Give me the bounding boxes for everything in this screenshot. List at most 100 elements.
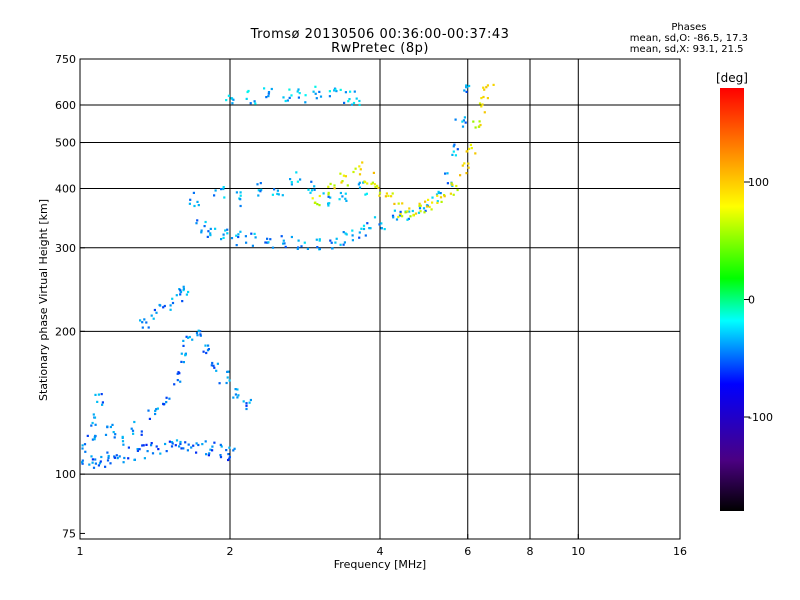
data-point <box>150 444 153 447</box>
data-point <box>156 407 159 410</box>
data-point <box>290 183 293 186</box>
data-point <box>411 209 414 213</box>
data-point <box>364 234 367 237</box>
data-point <box>339 243 342 246</box>
data-point <box>97 464 100 467</box>
data-point <box>232 98 235 101</box>
data-point <box>131 429 135 432</box>
data-point <box>178 445 181 448</box>
data-point <box>159 452 162 455</box>
data-point <box>226 370 229 373</box>
phase-stats: Phases mean, sd,O: -86.5, 17.3 mean, sd,… <box>630 22 748 55</box>
data-point <box>188 202 191 205</box>
data-point <box>482 95 485 99</box>
data-point <box>179 380 182 383</box>
data-point <box>263 87 266 90</box>
data-point <box>230 237 234 240</box>
data-point <box>455 184 458 188</box>
data-point <box>204 220 207 224</box>
data-point <box>171 301 175 305</box>
x-tick-label: 16 <box>673 545 687 558</box>
data-point <box>446 182 449 185</box>
data-point <box>211 449 214 452</box>
data-point <box>449 192 452 195</box>
data-point <box>204 344 207 347</box>
data-point <box>227 370 230 373</box>
data-point <box>185 293 188 296</box>
data-point <box>162 403 165 406</box>
data-point <box>233 447 236 450</box>
data-point <box>223 196 226 199</box>
data-point <box>253 232 256 235</box>
data-point <box>132 432 135 435</box>
data-point <box>114 433 117 436</box>
data-point <box>366 222 369 225</box>
data-point <box>199 333 202 336</box>
data-point <box>393 209 396 212</box>
data-point <box>196 334 199 337</box>
data-point <box>203 225 206 228</box>
x-tick-label: 6 <box>464 545 471 558</box>
data-point <box>439 192 442 195</box>
data-point <box>456 148 459 151</box>
data-point <box>343 101 346 104</box>
data-point <box>165 401 168 404</box>
data-point <box>316 203 319 206</box>
data-point <box>310 180 313 183</box>
data-point <box>196 200 199 203</box>
data-point <box>333 187 336 190</box>
data-point <box>315 97 318 100</box>
data-point <box>459 174 462 177</box>
data-point <box>314 92 317 95</box>
data-point <box>424 209 427 212</box>
data-point <box>295 171 298 174</box>
data-point <box>310 189 314 192</box>
data-point <box>205 351 208 355</box>
data-point <box>81 447 84 450</box>
data-point <box>197 204 200 207</box>
data-point <box>351 234 354 237</box>
data-point <box>200 229 203 232</box>
data-point <box>378 191 382 194</box>
data-point <box>204 440 207 443</box>
data-point <box>393 202 396 205</box>
data-point <box>141 326 144 329</box>
data-point <box>90 455 93 458</box>
data-point <box>322 192 325 195</box>
data-point <box>213 194 216 197</box>
data-point <box>318 247 321 251</box>
data-point <box>454 154 457 157</box>
data-point <box>147 326 150 329</box>
x-tick-label: 10 <box>571 545 585 558</box>
data-point <box>358 165 361 168</box>
y-tick-label: 600 <box>55 99 76 112</box>
data-point <box>333 89 336 92</box>
y-axis-label: Stationary phase Virtual Height [km] <box>37 199 50 401</box>
data-point <box>358 231 361 234</box>
data-point <box>358 99 361 103</box>
data-point <box>264 241 267 244</box>
data-point <box>335 90 338 93</box>
data-point <box>387 194 390 197</box>
data-point <box>257 194 260 197</box>
data-point <box>175 439 179 442</box>
data-point <box>297 239 300 242</box>
data-point <box>456 188 459 192</box>
data-point <box>155 311 158 314</box>
data-point <box>288 88 291 91</box>
data-point <box>451 183 454 186</box>
data-point <box>327 185 330 188</box>
data-point <box>106 451 109 454</box>
data-point <box>210 364 213 367</box>
data-point <box>397 215 400 219</box>
data-point <box>154 409 157 412</box>
data-point <box>178 372 181 375</box>
data-point <box>313 185 316 188</box>
data-point <box>209 448 212 451</box>
data-point <box>187 336 190 339</box>
data-point <box>107 454 110 458</box>
data-point <box>437 191 440 194</box>
data-point <box>271 246 275 249</box>
data-point <box>436 194 439 197</box>
data-point <box>148 417 151 420</box>
